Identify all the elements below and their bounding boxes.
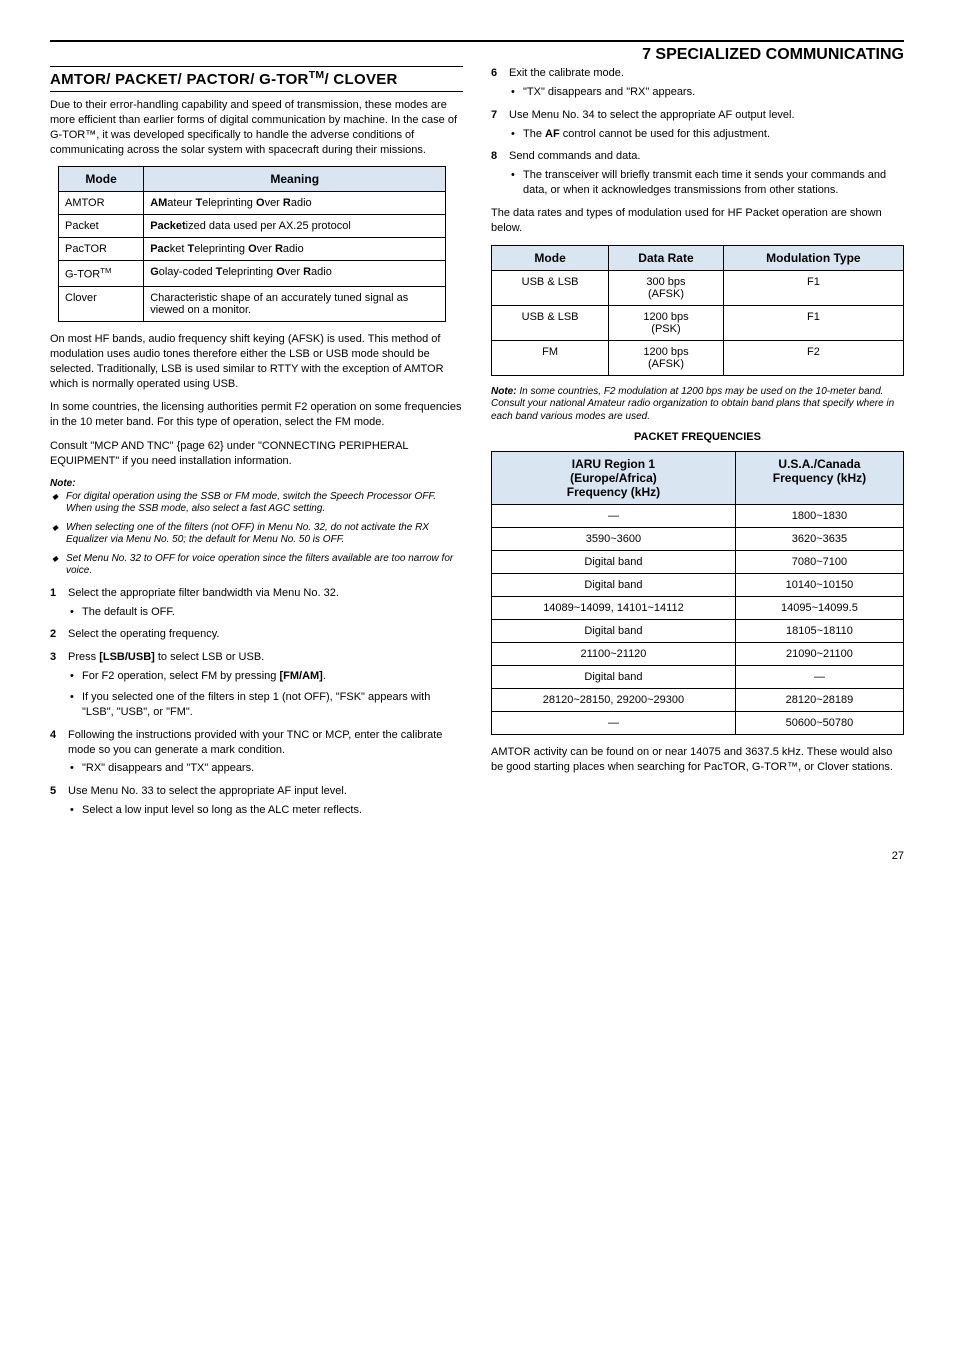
sub-bullet: "RX" disappears and "TX" appears. <box>82 761 463 776</box>
table-cell: 10140~10150 <box>735 574 903 597</box>
table-cell: 14089~14099, 14101~14112 <box>492 597 736 620</box>
sub-bullet: If you selected one of the filters in st… <box>82 690 463 720</box>
modes-table: Mode Meaning AMTORAMateur Teleprinting O… <box>58 166 446 322</box>
table-cell: Digital band <box>492 551 736 574</box>
intro-paragraph: Due to their error-handling capability a… <box>50 98 463 157</box>
sub-bullet: The default is OFF. <box>82 605 463 620</box>
packet-freq-heading: PACKET FREQUENCIES <box>491 431 904 443</box>
table-cell: 14095~14099.5 <box>735 597 903 620</box>
table-cell: 3620~3635 <box>735 528 903 551</box>
note-item: For digital operation using the SSB or F… <box>66 491 463 516</box>
table-cell: Golay-coded Teleprinting Over Radio <box>144 261 446 287</box>
step-item: Select the operating frequency. <box>50 627 463 642</box>
table-cell: Packet <box>59 215 144 238</box>
step-item: Use Menu No. 34 to select the appropriat… <box>491 108 904 142</box>
note-label: Note: <box>50 478 463 489</box>
table-cell: 28120~28150, 29200~29300 <box>492 689 736 712</box>
sub-bullet: The transceiver will briefly transmit ea… <box>523 168 904 198</box>
table-cell: 7080~7100 <box>735 551 903 574</box>
table-cell: AMTOR <box>59 192 144 215</box>
table-cell: Characteristic shape of an accurately tu… <box>144 287 446 322</box>
table-cell: Digital band <box>492 574 736 597</box>
th-mode2: Mode <box>492 245 609 270</box>
step-item: Send commands and data.The transceiver w… <box>491 149 904 198</box>
modulation-table: Mode Data Rate Modulation Type USB & LSB… <box>491 245 904 376</box>
th-modtype: Modulation Type <box>723 245 903 270</box>
sub-bullet: Select a low input level so long as the … <box>82 803 463 818</box>
sub-bullet: The AF control cannot be used for this a… <box>523 127 904 142</box>
sub-bullet: For F2 operation, select FM by pressing … <box>82 669 463 684</box>
table-cell: Digital band <box>492 620 736 643</box>
table-cell: Clover <box>59 287 144 322</box>
table-cell: 21090~21100 <box>735 643 903 666</box>
step-item: Exit the calibrate mode."TX" disappears … <box>491 66 904 100</box>
table-cell: G-TORTM <box>59 261 144 287</box>
table-cell: — <box>492 505 736 528</box>
steps-list-right: Exit the calibrate mode."TX" disappears … <box>491 66 904 198</box>
steps-list-left: Select the appropriate filter bandwidth … <box>50 586 463 818</box>
para-f2: In some countries, the licensing authori… <box>50 400 463 430</box>
th-rate: Data Rate <box>609 245 724 270</box>
chapter-title: 7 SPECIALIZED COMMUNICATING <box>50 46 904 64</box>
para-amtor: AMTOR activity can be found on or near 1… <box>491 745 904 775</box>
frequency-table: IARU Region 1 (Europe/Africa) Frequency … <box>491 451 904 735</box>
note-text: Note: In some countries, F2 modulation a… <box>491 386 904 424</box>
note-item: Set Menu No. 32 to OFF for voice operati… <box>66 553 463 578</box>
table-cell: 21100~21120 <box>492 643 736 666</box>
table-cell: Packetized data used per AX.25 protocol <box>144 215 446 238</box>
table-cell: Digital band <box>492 666 736 689</box>
table-cell: 18105~18110 <box>735 620 903 643</box>
table-cell: USB & LSB <box>492 305 609 340</box>
table-cell: 1200 bps(AFSK) <box>609 340 724 375</box>
table-cell: — <box>492 712 736 735</box>
table-cell: 1800~1830 <box>735 505 903 528</box>
table-cell: 1200 bps(PSK) <box>609 305 724 340</box>
para-datarates: The data rates and types of modulation u… <box>491 206 904 236</box>
th-mode: Mode <box>59 167 144 192</box>
table-cell: — <box>735 666 903 689</box>
table-cell: PacTOR <box>59 238 144 261</box>
table-cell: 300 bps(AFSK) <box>609 270 724 305</box>
page-number: 27 <box>50 850 904 862</box>
table-cell: USB & LSB <box>492 270 609 305</box>
table-cell: F2 <box>723 340 903 375</box>
th-meaning: Meaning <box>144 167 446 192</box>
table-cell: F1 <box>723 305 903 340</box>
para-afsk: On most HF bands, audio frequency shift … <box>50 332 463 391</box>
table-cell: FM <box>492 340 609 375</box>
step-item: Select the appropriate filter bandwidth … <box>50 586 463 620</box>
step-item: Press [LSB/USB] to select LSB or USB.For… <box>50 650 463 719</box>
th-iaru: IARU Region 1 (Europe/Africa) Frequency … <box>492 452 736 505</box>
table-cell: 3590~3600 <box>492 528 736 551</box>
step-item: Following the instructions provided with… <box>50 728 463 777</box>
table-cell: 50600~50780 <box>735 712 903 735</box>
table-cell: AMateur Teleprinting Over Radio <box>144 192 446 215</box>
table-cell: Packet Teleprinting Over Radio <box>144 238 446 261</box>
step-item: Use Menu No. 33 to select the appropriat… <box>50 784 463 818</box>
note-item: When selecting one of the filters (not O… <box>66 522 463 547</box>
sub-bullet: "TX" disappears and "RX" appears. <box>523 85 904 100</box>
para-consult: Consult "MCP AND TNC" {page 62} under "C… <box>50 439 463 469</box>
table-cell: F1 <box>723 270 903 305</box>
notes-list: For digital operation using the SSB or F… <box>50 491 463 578</box>
section-title: AMTOR/ PACKET/ PACTOR/ G-TORTM/ CLOVER <box>50 66 463 92</box>
th-usa: U.S.A./Canada Frequency (kHz) <box>735 452 903 505</box>
table-cell: 28120~28189 <box>735 689 903 712</box>
